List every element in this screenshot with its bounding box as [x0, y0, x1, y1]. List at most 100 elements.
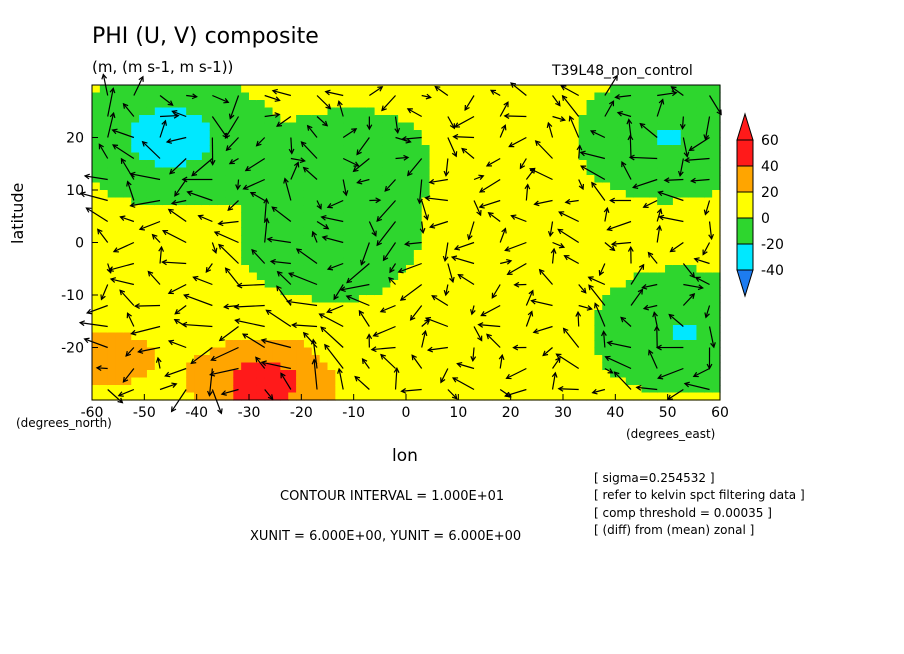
- field-cell: [657, 257, 666, 266]
- field-cell: [186, 317, 195, 326]
- field-cell: [296, 205, 305, 214]
- field-cell: [445, 107, 454, 116]
- field-cell: [186, 362, 195, 371]
- wind-vector: [657, 92, 677, 97]
- field-cell: [468, 160, 478, 169]
- field-cell: [288, 167, 297, 176]
- field-cell: [390, 257, 399, 266]
- field-cell: [672, 377, 682, 386]
- field-cell: [296, 92, 305, 101]
- wind-vector-head: [167, 339, 175, 346]
- field-cell: [515, 152, 525, 161]
- field-cell: [139, 250, 148, 259]
- wind-vector: [165, 367, 187, 377]
- field-cell: [217, 190, 227, 199]
- field-cell: [225, 370, 234, 379]
- field-cell: [406, 205, 415, 214]
- field-cell: [366, 190, 376, 199]
- field-cell: [508, 175, 517, 184]
- field-cell: [508, 107, 517, 116]
- field-cell: [657, 220, 666, 229]
- field-cell: [625, 287, 635, 296]
- field-cell: [625, 310, 635, 319]
- field-cell: [123, 265, 132, 274]
- field-cell: [107, 325, 117, 334]
- field-cell: [649, 212, 658, 221]
- field-cell: [406, 347, 415, 356]
- wind-vector: [327, 199, 344, 208]
- wind-vector-head: [190, 358, 197, 365]
- field-cell: [335, 280, 344, 289]
- field-cell: [92, 257, 101, 266]
- field-cell: [311, 392, 321, 401]
- wind-vector-head: [400, 387, 407, 394]
- field-cell: [429, 175, 438, 184]
- field-cell: [115, 182, 124, 191]
- field-cell: [225, 220, 234, 229]
- field-cell: [107, 167, 117, 176]
- wind-vector: [267, 238, 291, 244]
- field-cell: [249, 242, 258, 251]
- field-cell: [484, 355, 493, 364]
- field-cell: [303, 310, 313, 319]
- field-cell: [578, 347, 588, 356]
- field-cell: [696, 175, 705, 184]
- wind-vector-head: [647, 251, 654, 258]
- field-cell: [225, 295, 234, 304]
- wind-vector-head: [703, 134, 710, 141]
- wind-vector: [670, 242, 684, 253]
- field-cell: [413, 385, 423, 394]
- field-cell: [178, 122, 187, 131]
- field-cell: [665, 287, 674, 296]
- field-cell: [358, 205, 368, 214]
- field-cell: [672, 167, 682, 176]
- field-cell: [327, 227, 336, 236]
- wind-vector: [290, 137, 293, 154]
- field-cell: [256, 205, 266, 214]
- field-cell: [586, 197, 595, 206]
- field-cell: [712, 220, 721, 229]
- field-cell: [429, 85, 438, 94]
- field-cell: [170, 227, 179, 236]
- field-cell: [508, 137, 517, 146]
- wind-vector-head: [316, 203, 322, 210]
- field-cell: [570, 310, 580, 319]
- field-cell: [170, 167, 179, 176]
- wind-vector: [139, 220, 161, 230]
- field-cell: [413, 392, 423, 401]
- field-cell: [99, 137, 109, 146]
- field-cell: [413, 272, 423, 281]
- wind-vector-head: [607, 368, 614, 374]
- field-cell: [154, 257, 164, 266]
- field-cell: [225, 385, 234, 394]
- wind-vector-head: [606, 225, 613, 232]
- field-cell: [429, 302, 438, 311]
- field-cell: [201, 310, 211, 319]
- wind-vector: [162, 261, 187, 265]
- field-cell: [578, 250, 588, 259]
- wind-vector: [704, 116, 711, 140]
- field-cell: [476, 302, 486, 311]
- field-cell: [115, 385, 124, 394]
- field-cell: [351, 220, 360, 229]
- field-cell: [374, 280, 384, 289]
- wind-vector-head: [83, 337, 90, 344]
- field-cell: [256, 280, 266, 289]
- wind-vector-head: [470, 309, 476, 316]
- field-cell: [437, 280, 446, 289]
- wind-vector: [656, 99, 664, 117]
- wind-vector: [266, 309, 292, 328]
- field-cell: [453, 85, 462, 94]
- field-cell: [296, 325, 305, 334]
- field-cell: [460, 220, 470, 229]
- field-cell: [264, 265, 274, 274]
- field-cell: [288, 100, 297, 109]
- field-cell: [162, 362, 172, 371]
- field-cell: [186, 287, 195, 296]
- field-cell: [492, 100, 501, 109]
- wind-vector: [556, 353, 580, 370]
- field-cell: [170, 205, 179, 214]
- wind-vector: [430, 220, 449, 228]
- field-cell: [578, 295, 588, 304]
- wind-vector-head: [129, 202, 136, 208]
